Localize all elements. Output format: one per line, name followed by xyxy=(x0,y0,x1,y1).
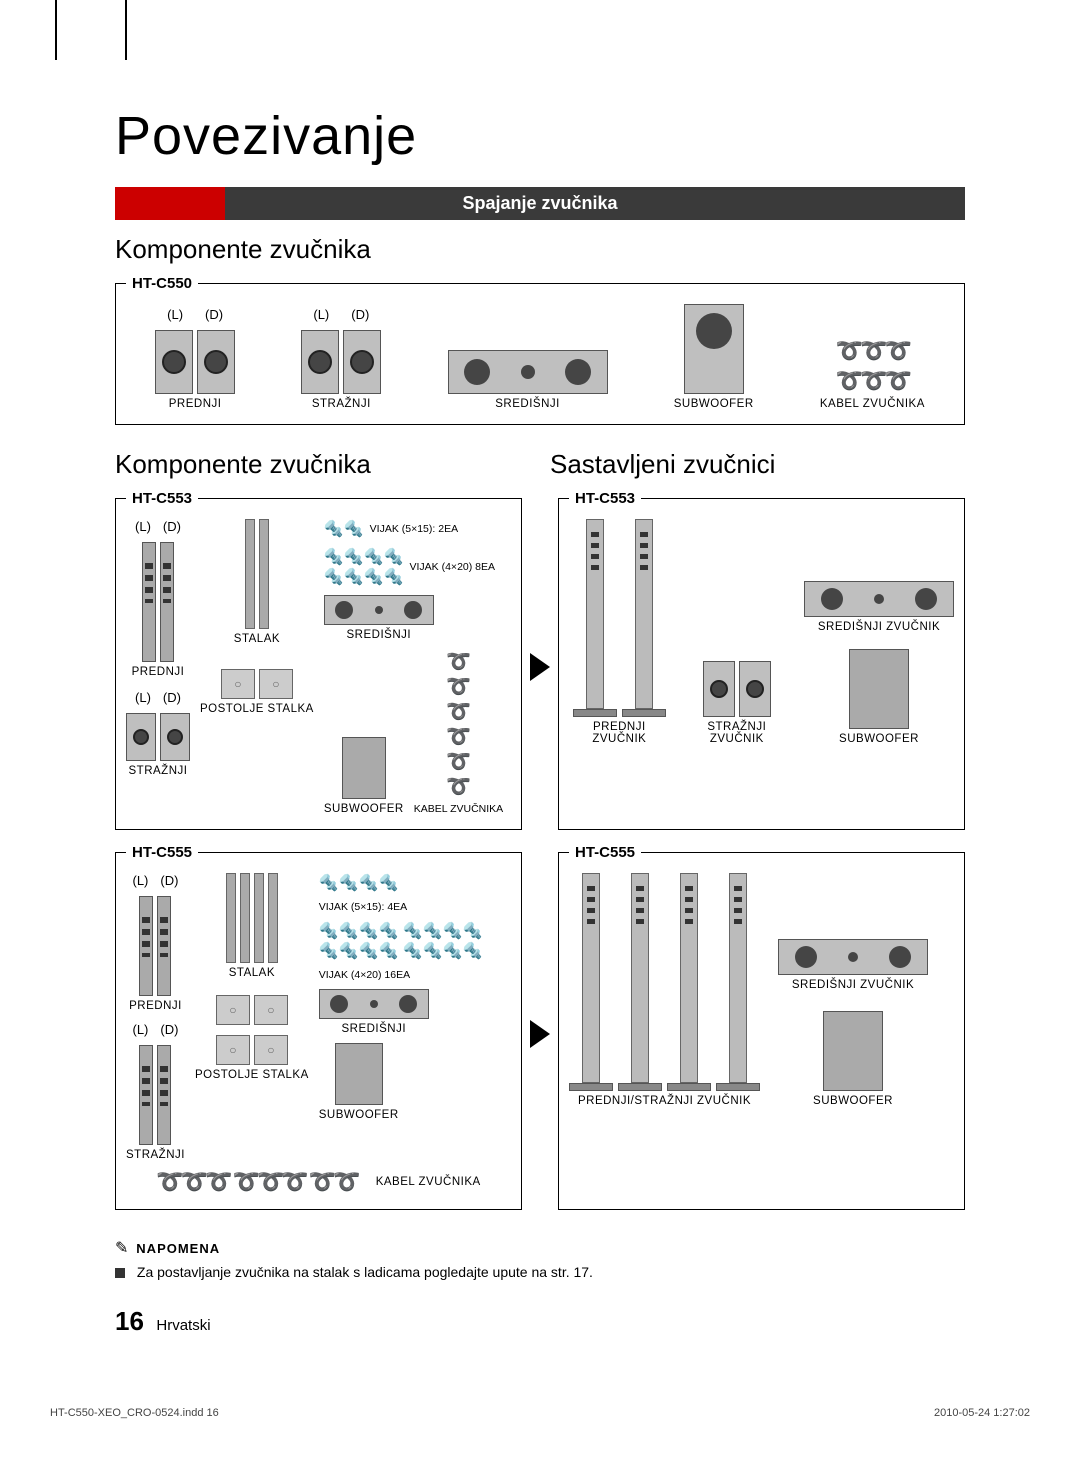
c553-asm-front: PREDNJI ZVUČNIK xyxy=(569,519,670,745)
heading-assembled: Sastavljeni zvučnici xyxy=(550,449,965,480)
center-speaker-icon xyxy=(324,595,434,625)
stand-pole-icon xyxy=(268,873,278,963)
speaker-icon xyxy=(197,330,235,394)
center-speaker-icon xyxy=(448,350,608,394)
screw-icon: 🔩🔩🔩🔩 xyxy=(319,873,399,893)
stand-pole-icon xyxy=(245,519,255,629)
center-speaker-icon xyxy=(804,581,954,617)
heading-components-2: Komponente zvučnika xyxy=(115,449,530,480)
page-number: 16 xyxy=(115,1306,144,1337)
screw-icon: 🔩🔩🔩🔩🔩🔩🔩🔩 xyxy=(324,547,404,587)
heading-components: Komponente zvučnika xyxy=(115,234,965,265)
tall-speaker-icon xyxy=(160,542,174,662)
speaker-icon xyxy=(739,661,771,717)
note-block: ✎ NAPOMENA Za postavljanje zvučnika na s… xyxy=(115,1238,965,1280)
stand-pole-icon xyxy=(254,873,264,963)
stand-pole-icon xyxy=(259,519,269,629)
c550-rear: (L)(D) STRAŽNJI xyxy=(301,307,381,410)
legend-c550: HT-C550 xyxy=(126,275,198,292)
stand-pole-icon xyxy=(240,873,250,963)
banner-title: Spajanje zvučnika xyxy=(115,187,965,220)
legend-c553-l: HT-C553 xyxy=(126,490,198,507)
note-text: Za postavljanje zvučnika na stalak s lad… xyxy=(137,1264,593,1280)
box-c553-assembled: HT-C553 PREDNJI ZVUČNIK STRAŽNJI ZVUČNIK xyxy=(558,490,965,830)
c550-sub: SUBWOOFER xyxy=(674,304,754,410)
stand-base-icon: ○ xyxy=(254,1035,288,1065)
note-heading: NAPOMENA xyxy=(136,1241,220,1256)
tall-speaker-icon xyxy=(157,896,171,996)
speaker-icon xyxy=(301,330,339,394)
page-language: Hrvatski xyxy=(156,1317,210,1334)
legend-c555-l: HT-C555 xyxy=(126,844,198,861)
arrow-icon xyxy=(530,653,550,681)
stand-pole-icon xyxy=(226,873,236,963)
cable-icon: ➰➰➰ xyxy=(836,368,909,394)
stand-base-icon: ○ xyxy=(216,1035,250,1065)
bullet-icon xyxy=(115,1268,125,1278)
legend-c553-r: HT-C553 xyxy=(569,490,641,507)
center-speaker-icon xyxy=(319,989,429,1019)
stand-base-icon: ○ xyxy=(259,669,293,699)
box-c555-components: HT-C555 (L)(D) PREDNJI (L)(D) STRAŽNJI xyxy=(115,844,522,1210)
stand-base-icon: ○ xyxy=(221,669,255,699)
subwoofer-icon xyxy=(823,1011,883,1091)
cable-icon: ➰➰➰ xyxy=(836,338,909,364)
c553-stand: STALAK ○ ○ POSTOLJE STALKA xyxy=(200,519,314,815)
tall-assembled-icon xyxy=(573,519,617,717)
c553-front: (L)(D) PREDNJI (L)(D) STRAŽNJI xyxy=(126,519,190,815)
subwoofer-icon xyxy=(342,737,386,799)
cable-icon: ➰➰➰➰➰➰ xyxy=(446,649,471,799)
box-c555-assembled: HT-C555 PREDNJI/STRAŽNJI ZVUČNIK SREDIŠN… xyxy=(558,844,965,1210)
box-c553-components: HT-C553 (L)(D) PREDNJI (L)(D) STRAŽNJI xyxy=(115,490,522,830)
note-icon: ✎ xyxy=(115,1240,128,1257)
c553-asm-rear: STRAŽNJI ZVUČNIK xyxy=(684,661,790,745)
stand-base-icon: ○ xyxy=(254,995,288,1025)
c555-asm-right: SREDIŠNJI ZVUČNIK SUBWOOFER xyxy=(778,939,928,1107)
c555-stand: STALAK ○ ○ ○ ○ POSTOLJE STALKA xyxy=(195,873,309,1161)
c550-front: (L)(D) PREDNJI xyxy=(155,307,235,410)
tall-speaker-icon xyxy=(139,896,153,996)
page-number-block: 16 Hrvatski xyxy=(115,1306,965,1337)
crop-marks xyxy=(0,0,1080,75)
tall-assembled-icon xyxy=(569,873,613,1091)
page-title: Povezivanje xyxy=(115,105,965,167)
subwoofer-icon xyxy=(849,649,909,729)
tall-assembled-icon xyxy=(618,873,662,1091)
c553-asm-right: SREDIŠNJI ZVUČNIK SUBWOOFER xyxy=(804,581,954,745)
center-speaker-icon xyxy=(778,939,928,975)
tall-assembled-icon xyxy=(622,519,666,717)
speaker-icon xyxy=(703,661,735,717)
screw-icon: 🔩🔩 xyxy=(324,519,364,539)
screw-icon: 🔩🔩🔩🔩 🔩🔩🔩🔩🔩🔩🔩🔩 🔩🔩🔩🔩 xyxy=(319,921,483,961)
tall-speaker-icon xyxy=(142,542,156,662)
speaker-icon xyxy=(343,330,381,394)
c555-frontrear: (L)(D) PREDNJI (L)(D) STRAŽNJI xyxy=(126,873,185,1161)
c555-asm-tall: PREDNJI/STRAŽNJI ZVUČNIK xyxy=(569,873,760,1107)
arrow-icon xyxy=(530,1020,550,1048)
c555-misc: 🔩🔩🔩🔩 VIJAK (5×15): 4EA 🔩🔩🔩🔩 🔩🔩🔩🔩🔩🔩🔩🔩 🔩🔩🔩… xyxy=(319,873,483,1161)
stand-base-icon: ○ xyxy=(216,995,250,1025)
legend-c555-r: HT-C555 xyxy=(569,844,641,861)
tall-assembled-icon xyxy=(716,873,760,1091)
speaker-icon xyxy=(160,713,190,761)
speaker-icon xyxy=(126,713,156,761)
c550-cables: ➰➰➰ ➰➰➰ KABEL ZVUČNIKA xyxy=(820,338,925,410)
print-footer: HT-C550-XEO_CRO-0524.indd 16 2010-05-24 … xyxy=(0,1377,1080,1439)
cable-icon: ➰➰➰ ➰➰➰ ➰➰ xyxy=(156,1169,357,1195)
tall-speaker-icon xyxy=(157,1045,171,1145)
page-content: Povezivanje Spajanje zvučnika Komponente… xyxy=(0,105,1080,1377)
section-banner: Spajanje zvučnika xyxy=(115,187,965,220)
tall-assembled-icon xyxy=(667,873,711,1091)
subwoofer-icon xyxy=(335,1043,383,1105)
speaker-icon xyxy=(155,330,193,394)
box-ht-c550: HT-C550 (L)(D) PREDNJI (L)(D) STRAŽNJI xyxy=(115,275,965,425)
subwoofer-icon xyxy=(684,304,744,394)
footer-right: 2010-05-24 1:27:02 xyxy=(934,1407,1030,1419)
c550-center: SREDIŠNJI xyxy=(448,350,608,410)
c553-misc: 🔩🔩VIJAK (5×15): 2EA 🔩🔩🔩🔩🔩🔩🔩🔩VIJAK (4×20)… xyxy=(324,519,503,815)
tall-speaker-icon xyxy=(139,1045,153,1145)
footer-left: HT-C550-XEO_CRO-0524.indd 16 xyxy=(50,1407,219,1419)
